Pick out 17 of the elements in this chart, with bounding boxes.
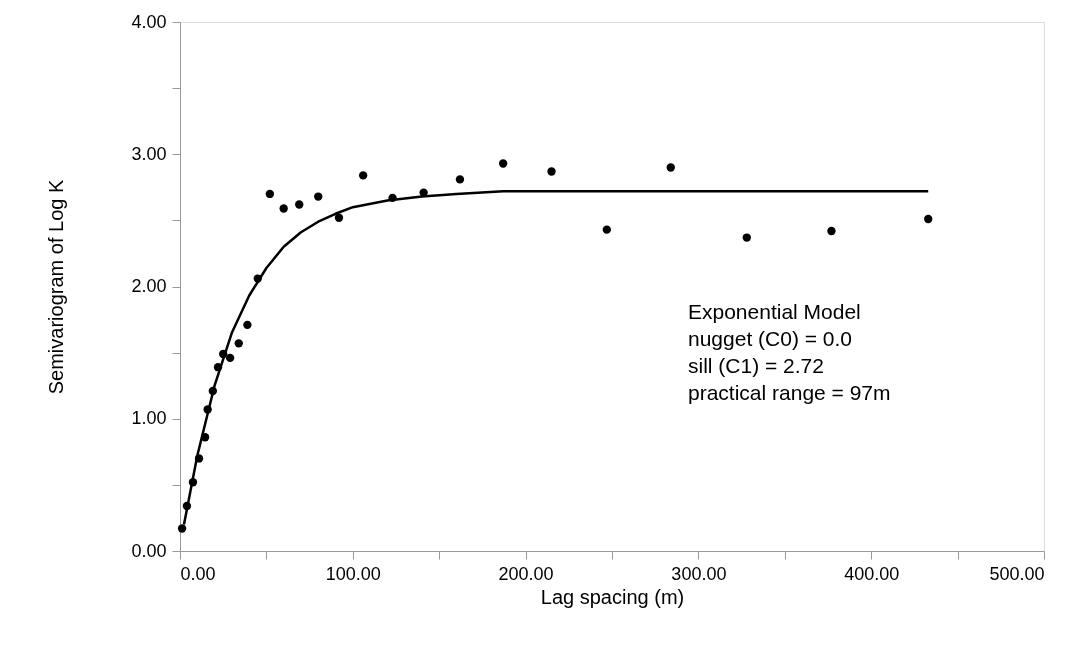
x-tick-label: 500.00 <box>989 563 1045 584</box>
x-tick-label: 200.00 <box>498 563 554 584</box>
x-tick-label: 400.00 <box>844 563 900 584</box>
x-tick-label: 300.00 <box>671 563 727 584</box>
y-tick-label: 0.00 <box>131 540 167 561</box>
y-axis-title: Semivariogram of Log K <box>45 179 68 395</box>
x-axis-title: Lag spacing (m) <box>540 585 685 608</box>
annotation: sill (C1) = 2.72 <box>688 354 824 377</box>
x-tick-label: 0.00 <box>180 563 216 584</box>
y-tick-label: 3.00 <box>131 143 167 164</box>
annotation: practical range = 97m <box>688 381 891 404</box>
y-tick-label: 4.00 <box>131 11 167 32</box>
x-tick-label: 100.00 <box>325 563 381 584</box>
y-tick-label: 1.00 <box>131 408 167 429</box>
annotation: Exponential Model <box>688 300 861 323</box>
y-tick-label: 2.00 <box>131 276 167 296</box>
annotation: nugget (C0) = 0.0 <box>688 327 853 350</box>
